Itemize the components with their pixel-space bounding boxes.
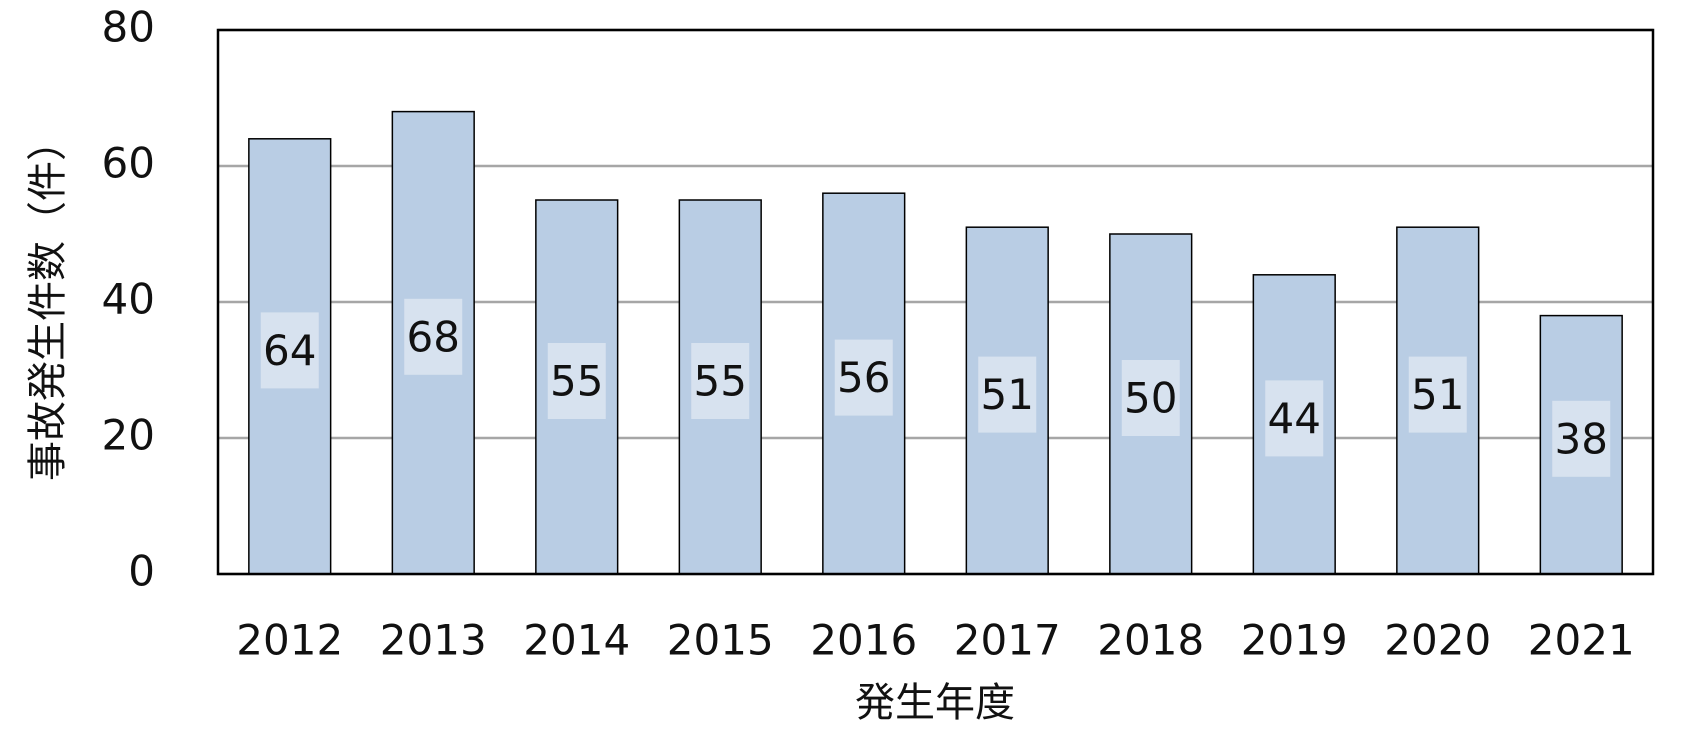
value-label-bg <box>978 356 1037 433</box>
y-axis-label: 事故発生件数（件） <box>25 121 71 481</box>
value-label: 51 <box>1411 370 1464 419</box>
y-tick-label: 80 <box>102 3 155 52</box>
x-tick-label: 2012 <box>236 616 343 665</box>
x-tick-label: 2018 <box>1097 616 1204 665</box>
x-axis-label: 発生年度 <box>855 680 1015 726</box>
y-tick-label: 40 <box>102 275 155 324</box>
value-label-bg <box>1408 356 1467 433</box>
value-label: 56 <box>837 353 890 402</box>
x-tick-label: 2013 <box>380 616 487 665</box>
x-tick-label: 2019 <box>1241 616 1348 665</box>
value-label-bg <box>1121 360 1180 436</box>
value-label: 64 <box>263 326 316 375</box>
value-label: 50 <box>1124 374 1177 423</box>
x-tick-label: 2016 <box>810 616 917 665</box>
y-tick-label: 0 <box>128 547 155 596</box>
x-tick-label: 2015 <box>667 616 774 665</box>
value-label: 51 <box>981 370 1034 419</box>
value-label: 68 <box>407 312 460 361</box>
value-label-bg <box>1265 380 1324 457</box>
x-tick-label: 2014 <box>523 616 630 665</box>
value-label-bg <box>834 339 893 416</box>
plot-frame <box>216 28 1655 576</box>
value-label-bg <box>547 343 606 419</box>
x-tick-label: 2020 <box>1384 616 1491 665</box>
value-label: 55 <box>550 357 603 406</box>
value-label: 38 <box>1555 414 1608 463</box>
x-tick-label: 2021 <box>1528 616 1635 665</box>
y-tick-label: 20 <box>102 411 155 460</box>
value-label-bg <box>1552 400 1611 477</box>
x-tick-label: 2017 <box>954 616 1061 665</box>
value-label: 55 <box>694 357 747 406</box>
y-tick-label: 60 <box>102 139 155 188</box>
value-label-bg <box>691 343 750 419</box>
value-label-bg <box>260 312 319 389</box>
value-label: 44 <box>1268 394 1321 443</box>
value-label-bg <box>404 298 463 375</box>
